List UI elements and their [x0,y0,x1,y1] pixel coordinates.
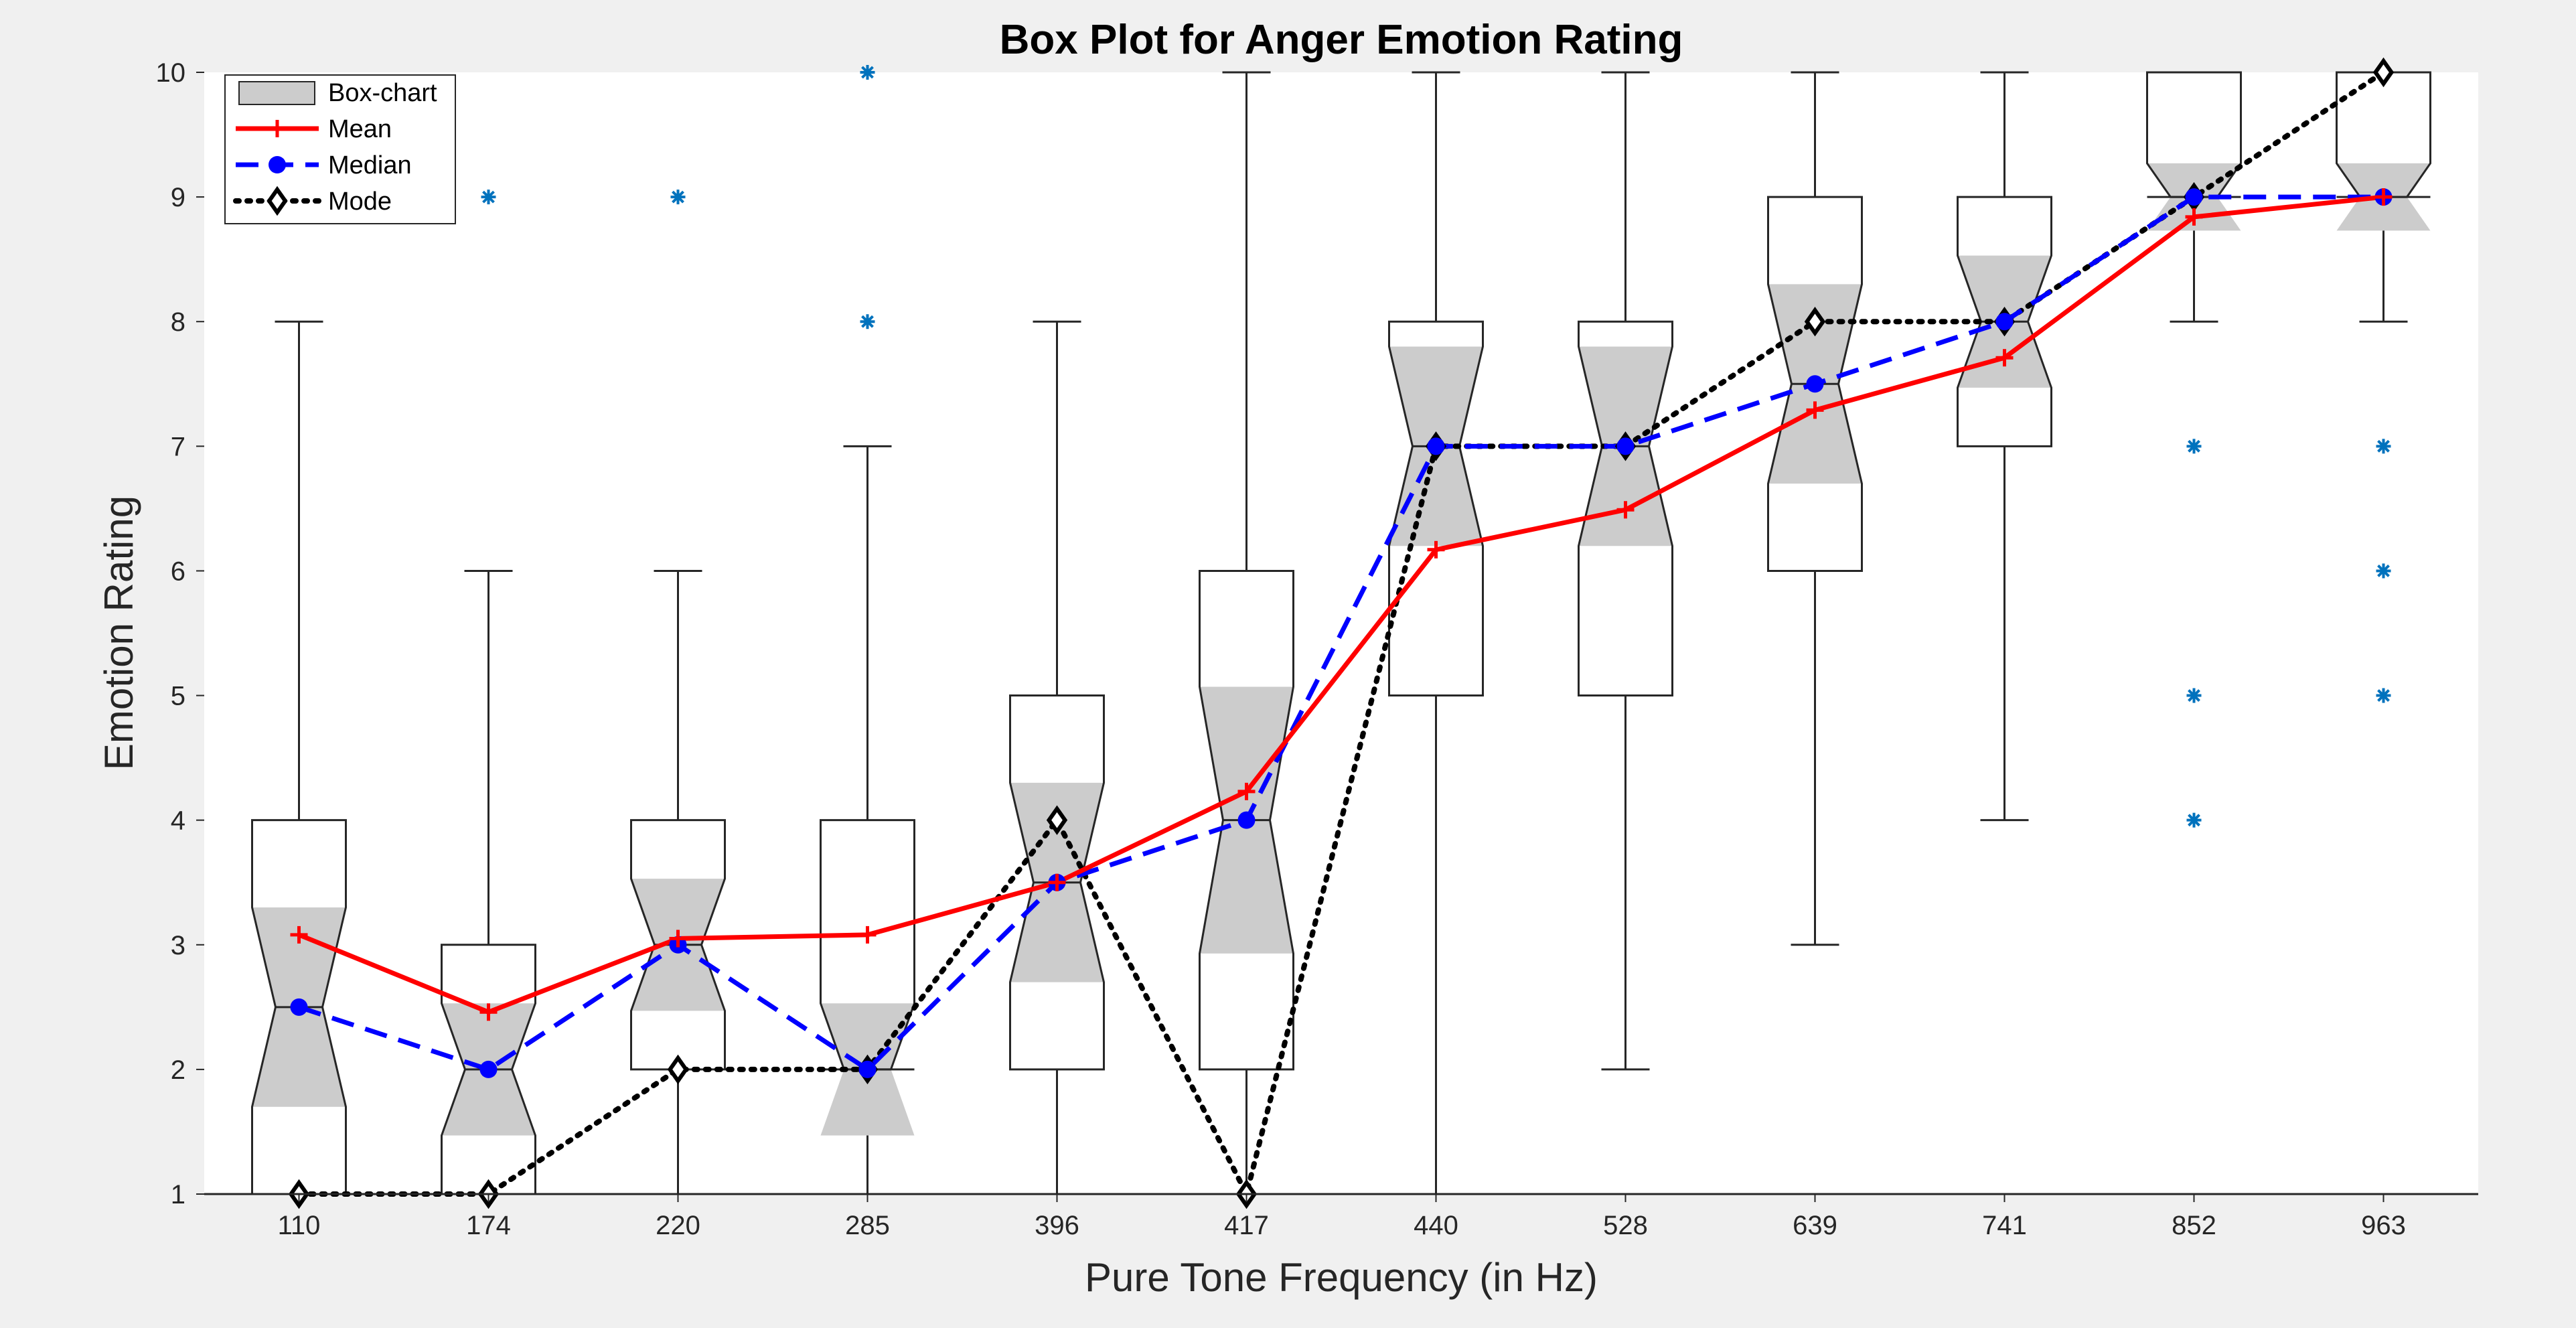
legend-label-box-chart: Box-chart [328,79,437,107]
box-outline [1199,569,1294,1071]
box-outline [1009,694,1105,1071]
outlier-marker [670,190,686,205]
outlier-marker [2186,439,2202,454]
mean-marker [1806,401,1824,419]
outlier-marker [2186,812,2202,828]
y-axis-ticks: 1 2 3 4 5 6 7 8 9 10 [156,58,204,1209]
mean-marker [2374,188,2393,206]
x-tick-label: 639 [1793,1211,1837,1240]
median-marker [1427,437,1445,455]
mode-marker [1804,307,1826,337]
outlier-marker [2186,688,2202,703]
outlier-marker [860,314,875,329]
mode-marker [1046,805,1068,835]
median-marker [1995,313,2014,331]
y-tick-label: 2 [171,1055,185,1085]
box-outline [1957,196,2052,447]
mean-marker [1995,349,2014,367]
mode-marker [2372,57,2395,88]
box-outline [1767,196,1863,572]
box-outline [1388,320,1484,697]
y-tick-label: 9 [171,183,185,212]
mean-marker [479,1003,498,1021]
median-series-line [298,194,2384,1072]
median-marker [269,156,286,173]
series-layer [288,57,2395,1209]
y-tick-label: 3 [171,931,185,960]
x-tick-label: 220 [656,1211,700,1240]
x-tick-label: 440 [1414,1211,1458,1240]
x-tick-label: 417 [1224,1211,1269,1240]
y-tick-label: 4 [171,806,185,836]
x-tick-label: 528 [1603,1211,1648,1240]
outlier-marker [2376,688,2391,703]
x-tick-label: 110 [278,1211,321,1240]
legend-swatch-box-chart [238,81,315,105]
mean-marker [1048,873,1066,891]
x-tick-label: 174 [466,1211,511,1240]
outlier-marker [860,65,875,80]
legend: Box-chart Mean Median Mode [224,74,456,224]
y-tick-label: 6 [171,557,185,586]
y-tick-label: 5 [171,682,185,711]
x-tick-label: 285 [845,1211,890,1240]
x-tick-label: 852 [2172,1211,2216,1240]
mean-marker [858,926,877,944]
outlier-marker [481,190,496,205]
box-outline [820,819,915,1071]
x-tick-label: 396 [1035,1211,1079,1240]
box-outline [1578,320,1673,697]
x-tick-label: 963 [2361,1211,2406,1240]
y-tick-label: 1 [171,1180,185,1209]
median-marker [1616,437,1635,455]
median-marker [290,998,308,1016]
legend-label-median: Median [328,151,412,179]
box-outline [2336,71,2431,198]
outlier-marker [2376,439,2391,454]
mean-marker [1616,501,1635,519]
mean-series-line [298,194,2384,1015]
y-axis-label: Emotion Rating [96,496,141,770]
mean-marker [669,930,687,948]
legend-label-mode: Mode [328,188,392,216]
y-tick-label: 10 [156,58,186,88]
legend-label-mean: Mean [328,115,392,143]
y-tick-label: 8 [171,307,185,337]
x-axis-label: Pure Tone Frequency (in Hz) [1085,1255,1598,1300]
mode-marker [267,186,288,216]
mean-marker [290,926,308,944]
x-tick-label: 741 [1982,1211,2027,1240]
axes-layer: 110 174 220 285 396 417 440 528 639 741 852 963 [204,1193,2478,1240]
box-outline [2146,71,2242,198]
median-marker [479,1060,498,1078]
median-marker [1237,811,1256,829]
mean-marker [269,120,286,137]
box-outline [630,819,726,1071]
mean-marker [1427,540,1445,559]
mean-marker [1237,782,1256,800]
mode-marker [667,1054,689,1085]
mean-marker [2185,208,2203,226]
median-marker [1806,375,1824,393]
median-marker [2185,188,2203,206]
median-marker [858,1060,877,1078]
chart-title: Box Plot for Anger Emotion Rating [1000,17,1683,63]
y-tick-label: 7 [171,432,185,461]
outlier-marker [2376,563,2391,579]
